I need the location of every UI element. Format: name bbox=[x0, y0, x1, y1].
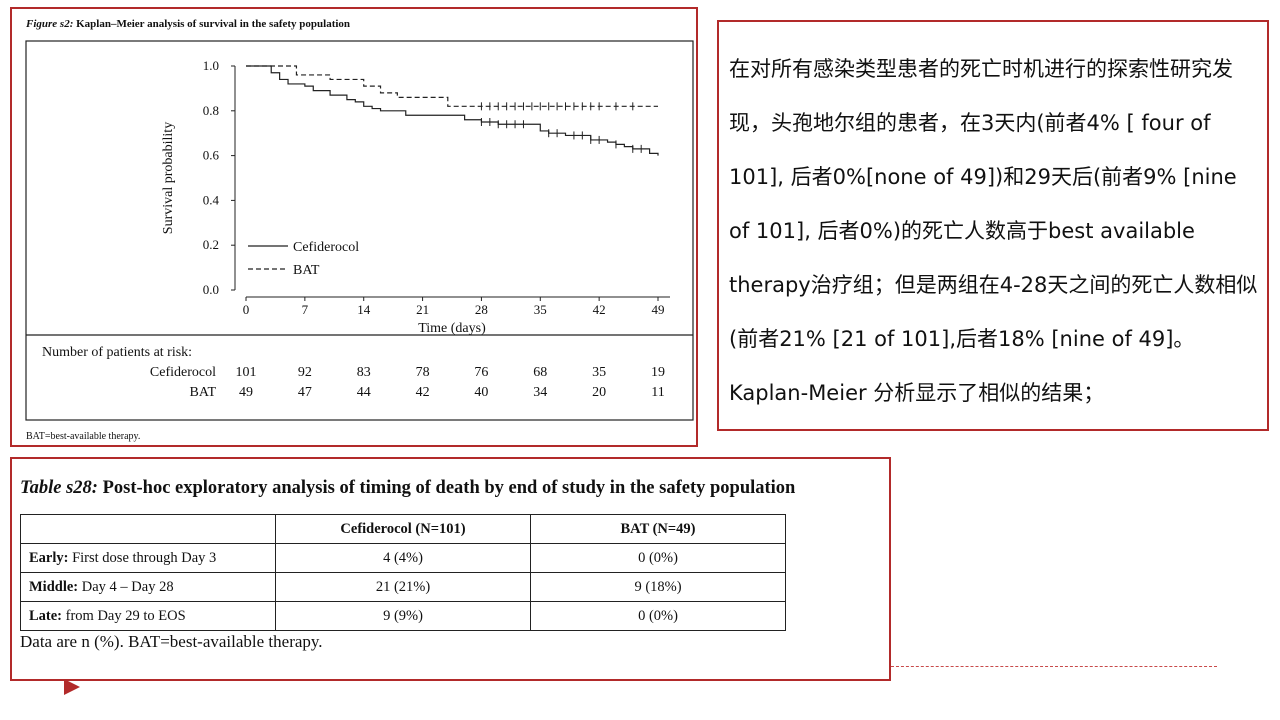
y-axis-label: Survival probability bbox=[161, 122, 176, 234]
row-label-rest: Day 4 – Day 28 bbox=[78, 578, 174, 595]
table-header-blank bbox=[20, 514, 276, 544]
table-row: Late: from Day 29 to EOS 9 (9%) 0 (0%) bbox=[20, 601, 786, 631]
y-tick-label: 0.2 bbox=[203, 237, 219, 252]
km-chart: 0.0 0.2 0.4 0.6 0.8 1.0 0 7 14 21 28 35 42 49 Time (da… bbox=[25, 40, 694, 421]
cefiderocol-cell: 21 (21%) bbox=[275, 572, 531, 602]
table-header-cefiderocol: Cefiderocol (N=101) bbox=[275, 514, 531, 544]
figure-label: Figure s2: bbox=[26, 18, 74, 30]
risk-value: 78 bbox=[416, 365, 430, 380]
table-row: Middle: Day 4 – Day 28 21 (21%) 9 (18%) bbox=[20, 572, 786, 602]
x-tick-label: 49 bbox=[652, 302, 665, 317]
x-axis-label: Time (days) bbox=[418, 321, 486, 336]
risk-row-label: Cefiderocol bbox=[150, 365, 216, 380]
table-title: Table s28: Post-hoc exploratory analysis… bbox=[20, 478, 795, 499]
table-header-bat: BAT (N=49) bbox=[530, 514, 786, 544]
risk-table-header: Number of patients at risk: bbox=[42, 345, 192, 360]
x-tick-label: 7 bbox=[302, 302, 309, 317]
risk-value: 83 bbox=[357, 365, 371, 380]
death-timing-table: Cefiderocol (N=101) BAT (N=49) Early: Fi… bbox=[20, 514, 786, 631]
table-header-row: Cefiderocol (N=101) BAT (N=49) bbox=[20, 514, 786, 544]
table-caption: Post-hoc exploratory analysis of timing … bbox=[97, 478, 796, 498]
bat-cell: 0 (0%) bbox=[530, 543, 786, 573]
table-label: Table s28: bbox=[20, 478, 98, 498]
risk-value: 11 bbox=[651, 385, 664, 400]
row-label: Early: First dose through Day 3 bbox=[20, 543, 276, 573]
x-tick-label: 21 bbox=[416, 302, 429, 317]
risk-value: 35 bbox=[592, 365, 606, 380]
x-tick-label: 0 bbox=[243, 302, 250, 317]
risk-value: 19 bbox=[651, 365, 665, 380]
text-panel: 在对所有感染类型患者的死亡时机进行的探索性研究发现，头孢地尔组的患者，在3天内(… bbox=[717, 20, 1269, 431]
x-tick-label: 42 bbox=[593, 302, 606, 317]
row-label: Late: from Day 29 to EOS bbox=[20, 601, 276, 631]
figure-footnote: BAT=best-available therapy. bbox=[26, 431, 141, 442]
risk-row-label: BAT bbox=[190, 385, 217, 400]
y-tick-label: 0.6 bbox=[203, 148, 220, 163]
table-note: Data are n (%). BAT=best-available thera… bbox=[20, 632, 323, 651]
figure-title: Figure s2: Kaplan–Meier analysis of surv… bbox=[26, 18, 350, 30]
risk-value: 68 bbox=[533, 365, 547, 380]
risk-value: 92 bbox=[298, 365, 312, 380]
risk-value: 42 bbox=[416, 385, 430, 400]
risk-value: 34 bbox=[533, 385, 547, 400]
y-tick-label: 0.8 bbox=[203, 103, 219, 118]
row-label-rest: from Day 29 to EOS bbox=[62, 607, 186, 624]
figure-caption: Kaplan–Meier analysis of survival in the… bbox=[73, 18, 351, 30]
risk-value: 49 bbox=[239, 385, 253, 400]
dashed-divider bbox=[891, 666, 1217, 667]
row-label: Middle: Day 4 – Day 28 bbox=[20, 572, 276, 602]
risk-value: 20 bbox=[592, 385, 606, 400]
row-label-bold: Late: bbox=[29, 607, 63, 624]
risk-value: 101 bbox=[236, 365, 257, 380]
table-panel: Table s28: Post-hoc exploratory analysis… bbox=[10, 457, 891, 681]
figure-panel: Figure s2: Kaplan–Meier analysis of surv… bbox=[10, 7, 698, 447]
risk-value: 47 bbox=[298, 385, 312, 400]
legend-label: BAT bbox=[293, 263, 320, 278]
x-tick-label: 14 bbox=[357, 302, 371, 317]
x-tick-label: 28 bbox=[475, 302, 488, 317]
km-curve-bat bbox=[246, 65, 658, 107]
bat-cell: 0 (0%) bbox=[530, 601, 786, 631]
y-tick-label: 0.0 bbox=[203, 282, 219, 297]
x-tick-label: 35 bbox=[534, 302, 547, 317]
row-label-rest: First dose through Day 3 bbox=[68, 549, 217, 566]
y-tick-label: 1.0 bbox=[203, 58, 219, 73]
legend-label: Cefiderocol bbox=[293, 240, 359, 255]
plot-frame bbox=[25, 40, 694, 421]
cefiderocol-cell: 9 (9%) bbox=[275, 601, 531, 631]
row-label-bold: Middle: bbox=[29, 578, 79, 595]
row-label-bold: Early: bbox=[29, 549, 69, 566]
table-row: Early: First dose through Day 3 4 (4%) 0… bbox=[20, 543, 786, 573]
triangle-arrow-icon bbox=[64, 679, 80, 695]
risk-value: 76 bbox=[474, 365, 488, 380]
risk-value: 40 bbox=[474, 385, 488, 400]
km-curve-cefiderocol bbox=[246, 65, 659, 156]
cefiderocol-cell: 4 (4%) bbox=[275, 543, 531, 573]
y-tick-label: 0.4 bbox=[203, 192, 220, 207]
risk-value: 44 bbox=[357, 385, 371, 400]
summary-text: 在对所有感染类型患者的死亡时机进行的探索性研究发现，头孢地尔组的患者，在3天内(… bbox=[729, 57, 1258, 405]
bat-cell: 9 (18%) bbox=[530, 572, 786, 602]
